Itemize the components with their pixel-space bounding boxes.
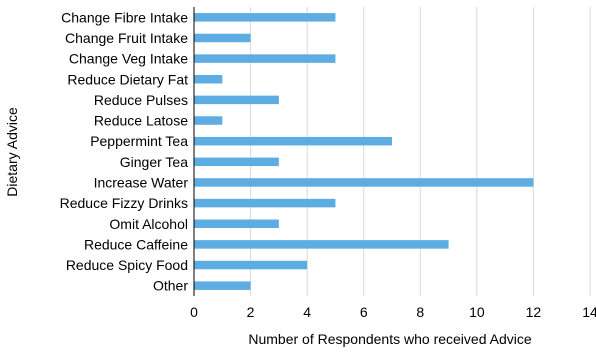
category-label: Omit Alcohol — [109, 216, 188, 232]
category-label: Change Veg Intake — [69, 51, 188, 67]
bar — [194, 219, 279, 228]
x-tick-label: 10 — [469, 304, 485, 320]
category-label: Peppermint Tea — [90, 133, 188, 149]
bar — [194, 157, 279, 167]
x-tick-label: 2 — [247, 304, 255, 320]
bar — [194, 95, 279, 105]
x-tick-label: 14 — [582, 304, 596, 320]
x-axis-title: Number of Respondents who received Advic… — [248, 331, 531, 347]
bar — [194, 281, 251, 290]
category-labels: Change Fibre Intake Change Fruit Intake Ch… — [60, 9, 189, 293]
x-tick-labels: 0 2 4 6 8 10 12 14 — [190, 304, 596, 320]
bar — [194, 13, 336, 22]
category-label: Ginger Tea — [120, 154, 188, 170]
y-axis-title: Dietary Advice — [4, 107, 20, 197]
category-label: Change Fruit Intake — [65, 30, 188, 46]
bar — [194, 136, 392, 146]
x-tick-label: 8 — [416, 304, 424, 320]
bar — [194, 240, 449, 249]
bar — [194, 116, 223, 125]
category-label: Reduce Latose — [94, 113, 188, 129]
category-label: Other — [153, 278, 188, 294]
category-label: Reduce Spicy Food — [66, 257, 188, 273]
category-label: Reduce Dietary Fat — [67, 71, 188, 87]
bars — [194, 13, 534, 290]
x-tick-label: 0 — [190, 304, 198, 320]
bar — [194, 198, 336, 208]
x-tick-label: 4 — [303, 304, 311, 320]
bar — [194, 33, 251, 43]
category-label: Change Fibre Intake — [61, 9, 188, 25]
category-label: Reduce Fizzy Drinks — [60, 195, 188, 211]
category-label: Reduce Pulses — [94, 92, 188, 108]
x-tick-label: 6 — [360, 304, 368, 320]
x-tick-label: 12 — [526, 304, 542, 320]
bar — [194, 260, 308, 270]
bar — [194, 75, 223, 84]
bar — [194, 178, 534, 187]
grid-lines — [250, 7, 591, 296]
bar — [194, 54, 336, 63]
category-label: Increase Water — [94, 174, 189, 190]
category-label: Reduce Caffeine — [84, 236, 188, 252]
